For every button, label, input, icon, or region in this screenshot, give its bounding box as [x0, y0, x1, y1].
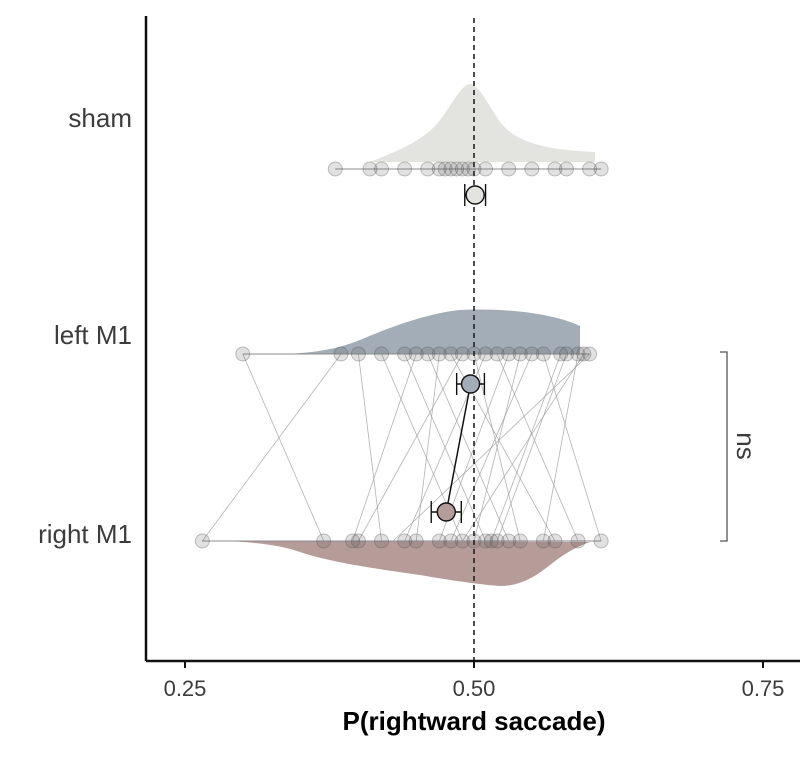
paired-connection-line [427, 353, 510, 542]
data-point [501, 533, 517, 549]
data-point [483, 533, 499, 549]
data-point [501, 161, 517, 177]
paired-connection-line [473, 353, 521, 542]
data-point [478, 533, 494, 549]
right-m1-density [212, 541, 590, 586]
data-point [512, 533, 528, 549]
mean-marker [465, 185, 485, 205]
data-point [408, 346, 424, 362]
data-point [408, 533, 424, 549]
data-point [397, 533, 413, 549]
data-point [397, 346, 413, 362]
data-point [374, 161, 390, 177]
data-point [489, 346, 505, 362]
data-point [558, 161, 574, 177]
data-point [570, 346, 586, 362]
data-point [235, 346, 251, 362]
left-m1-density [250, 309, 580, 355]
x-axis-ticks: 0.25 0.50 0.75 [164, 661, 785, 701]
x-axis-title: P(rightward saccade) [343, 706, 606, 736]
data-point [350, 533, 366, 549]
data-point [582, 161, 598, 177]
data-point [443, 161, 459, 177]
data-point [512, 346, 528, 362]
data-point [443, 346, 459, 362]
data-point [535, 346, 551, 362]
data-point [524, 346, 540, 362]
sham-density [370, 84, 595, 162]
data-point [443, 533, 459, 549]
data-point [593, 161, 609, 177]
data-point [454, 161, 470, 177]
data-point [431, 533, 447, 549]
data-point [454, 346, 470, 362]
data-point [437, 161, 453, 177]
data-point [558, 346, 574, 362]
data-point [501, 346, 517, 362]
category-label-left-m1: left M1 [54, 320, 132, 350]
data-point [524, 161, 540, 177]
paired-connection-line [490, 353, 562, 542]
data-point [431, 346, 447, 362]
data-point [350, 346, 366, 362]
data-points [194, 161, 609, 549]
data-point [449, 161, 465, 177]
paired-connection-line [392, 353, 590, 542]
data-point [420, 346, 436, 362]
data-point [362, 161, 378, 177]
data-point [582, 346, 598, 362]
paired-connection-line [542, 353, 579, 542]
data-point [570, 533, 586, 549]
data-point [454, 533, 470, 549]
data-point [316, 533, 332, 549]
data-point [478, 161, 494, 177]
data-point [553, 346, 569, 362]
data-point [547, 533, 563, 549]
data-point [593, 533, 609, 549]
data-point [345, 533, 361, 549]
data-point [374, 533, 390, 549]
paired-connection-line [415, 353, 440, 542]
data-point [460, 161, 476, 177]
x-tick-label: 0.50 [453, 676, 496, 701]
data-point [420, 161, 436, 177]
data-point [397, 161, 413, 177]
paired-connection-line [496, 353, 567, 542]
significance-bracket: ns [720, 351, 761, 542]
bracket-line [720, 351, 728, 542]
data-point [431, 161, 447, 177]
data-point [535, 533, 551, 549]
paired-connection-line [496, 353, 579, 542]
density-clouds [212, 84, 595, 586]
category-label-sham: sham [68, 103, 132, 133]
data-point [333, 346, 349, 362]
data-point [547, 161, 563, 177]
paired-connection-line [462, 353, 585, 542]
data-point [327, 161, 343, 177]
mean-marker [436, 502, 456, 522]
x-tick-label: 0.75 [742, 676, 785, 701]
x-tick-label: 0.25 [164, 676, 207, 701]
paired-connection-line [202, 353, 342, 542]
mean-marker [460, 374, 481, 394]
paired-connection-line [358, 353, 463, 542]
paired-connection-line [358, 353, 382, 542]
group-means [430, 184, 487, 523]
data-point [478, 346, 494, 362]
category-label-right-m1: right M1 [38, 519, 132, 549]
data-point [374, 346, 390, 362]
paired-connection-line [242, 353, 325, 542]
paired-connection-line [542, 353, 602, 542]
significance-label: ns [731, 432, 761, 459]
paired-lines [202, 353, 602, 542]
data-point [576, 346, 592, 362]
paired-connection-line [352, 353, 417, 542]
data-point [489, 533, 505, 549]
data-point [194, 533, 210, 549]
mean-connector-line [445, 383, 472, 513]
